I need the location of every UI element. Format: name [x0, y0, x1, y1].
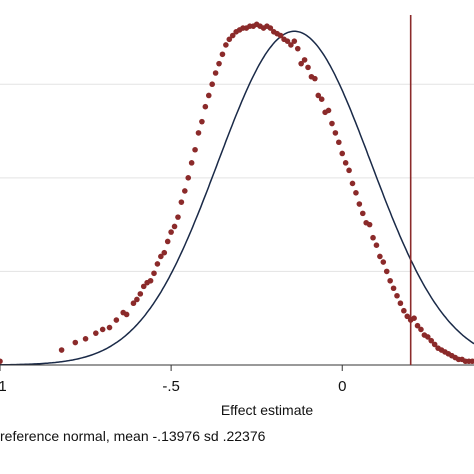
- data-point-109: [469, 358, 474, 365]
- data-point-67: [325, 107, 332, 114]
- data-point-10: [130, 300, 137, 307]
- data-point-87: [394, 292, 400, 299]
- data-point-28: [192, 146, 198, 153]
- data-point-3: [82, 335, 89, 342]
- data-point-15: [147, 277, 154, 284]
- x-axis-title: Effect estimate: [221, 402, 314, 418]
- data-point-80: [370, 234, 376, 241]
- data-point-23: [175, 214, 181, 220]
- data-point-16: [151, 270, 157, 277]
- data-point-86: [390, 285, 397, 292]
- data-point-11: [134, 296, 140, 303]
- data-point-92: [411, 315, 417, 322]
- data-point-35: [216, 60, 222, 67]
- gridlines: [0, 83, 474, 272]
- data-point-70: [336, 139, 342, 146]
- data-point-32: [205, 92, 212, 99]
- data-point-12: [137, 291, 144, 297]
- data-point-77: [359, 210, 366, 217]
- data-point-24: [178, 199, 185, 205]
- data-point-26: [185, 175, 192, 181]
- data-point-73: [346, 167, 352, 174]
- data-point-39: [229, 32, 236, 39]
- normal-curve-layer: [0, 30, 474, 366]
- data-point-74: [349, 180, 356, 187]
- data-point-38: [226, 36, 233, 43]
- data-point-88: [397, 300, 404, 307]
- data-point-97: [428, 337, 435, 344]
- data-point-2: [72, 339, 79, 346]
- data-point-30: [199, 118, 205, 125]
- data-point-82: [377, 253, 383, 260]
- data-point-89: [401, 307, 407, 314]
- data-point-79: [366, 221, 373, 228]
- data-point-61: [305, 64, 311, 71]
- data-point-53: [277, 32, 284, 39]
- data-point-64: [315, 92, 322, 99]
- data-point-4: [93, 330, 99, 336]
- data-point-19: [161, 249, 168, 256]
- data-point-84: [383, 268, 390, 275]
- normal-curve: [0, 30, 474, 366]
- data-point-50: [267, 25, 274, 31]
- data-point-36: [219, 51, 226, 58]
- data-point-98: [431, 341, 438, 348]
- data-point-9: [123, 311, 130, 318]
- data-point-76: [356, 201, 363, 207]
- x-tick-label-0: -1: [0, 378, 7, 395]
- data-point-60: [301, 57, 308, 63]
- data-point-72: [342, 160, 349, 166]
- data-point-90: [404, 313, 411, 320]
- data-point-22: [171, 223, 178, 230]
- data-point-59: [298, 60, 304, 67]
- data-point-7: [113, 317, 120, 323]
- data-point-21: [168, 229, 174, 235]
- data-point-33: [209, 81, 215, 88]
- data-point-71: [339, 150, 346, 157]
- data-point-75: [353, 189, 359, 196]
- legend: reference normal, mean -.13976 sd .22376: [0, 428, 266, 444]
- data-point-34: [212, 70, 219, 76]
- data-point-6: [106, 324, 113, 331]
- data-point-69: [332, 130, 339, 136]
- data-point-1: [58, 347, 65, 353]
- data-point-20: [164, 238, 171, 245]
- data-point-56: [288, 42, 294, 48]
- data-point-58: [294, 45, 301, 52]
- data-point-65: [318, 96, 325, 103]
- data-point-27: [188, 160, 195, 166]
- data-point-17: [154, 261, 161, 267]
- data-point-31: [202, 103, 209, 110]
- data-point-94: [418, 326, 424, 333]
- data-point-13: [140, 283, 147, 290]
- x-axis: -1 -.5 0: [0, 364, 474, 395]
- data-point-93: [414, 322, 421, 329]
- data-point-63: [312, 75, 318, 82]
- data-point-57: [291, 38, 298, 44]
- data-point-96: [424, 334, 431, 340]
- data-point-83: [380, 259, 387, 265]
- data-point-81: [373, 242, 380, 249]
- data-point-25: [182, 188, 188, 194]
- x-tick-label-2: 0: [338, 378, 346, 395]
- data-point-0: [0, 358, 3, 365]
- data-point-85: [387, 277, 393, 284]
- data-point-37: [223, 42, 229, 48]
- data-points: [0, 21, 474, 365]
- data-point-68: [329, 120, 335, 127]
- data-point-55: [284, 38, 291, 44]
- x-tick-label-1: -.5: [162, 378, 180, 395]
- data-point-29: [195, 130, 202, 136]
- data-point-5: [99, 326, 106, 333]
- data-point-18: [158, 253, 164, 260]
